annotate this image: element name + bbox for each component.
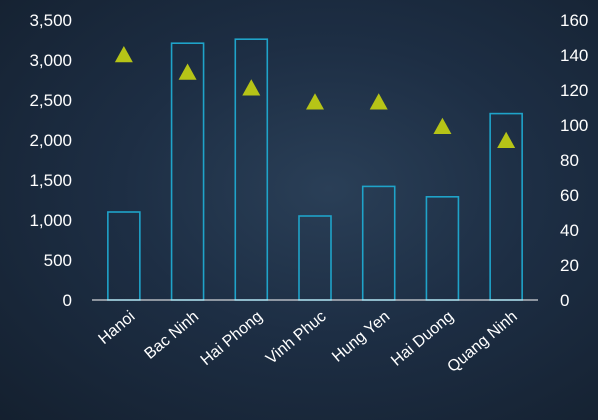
left-axis-tick-label: 3,500 [29, 11, 72, 30]
x-axis-category-label: Hung Yen [329, 308, 393, 366]
bar [170, 42, 205, 301]
x-axis-category-label: Hanoi [95, 308, 138, 348]
right-axis-tick-label: 20 [560, 256, 579, 275]
left-axis-tick-label: 2,500 [29, 91, 72, 110]
right-axis-tick-label: 140 [560, 46, 588, 65]
right-axis-tick-label: 40 [560, 221, 579, 240]
right-axis-tick-label: 160 [560, 11, 588, 30]
triangle-marker [497, 131, 516, 148]
triangle-marker [433, 117, 452, 134]
x-axis-category-label: Vinh Phuc [263, 308, 330, 368]
right-axis-tick-label: 0 [560, 291, 569, 310]
left-axis-tick-label: 2,000 [29, 131, 72, 150]
x-axis-category-label: Quang Ninh [444, 308, 520, 376]
bar [298, 215, 332, 301]
left-axis-tick-label: 0 [63, 291, 72, 310]
x-axis-category-label: Hai Phong [198, 308, 266, 369]
x-axis-category-label: Bac Ninh [141, 308, 202, 363]
left-axis-tick-labels: 0 500 1,000 1,500 2,000 2,500 3,000 3,500 [29, 11, 72, 310]
bar-series [107, 38, 523, 301]
triangle-marker [114, 46, 133, 63]
right-axis-tick-label: 60 [560, 186, 579, 205]
right-axis-tick-label: 100 [560, 116, 588, 135]
bar [361, 185, 396, 301]
bar [107, 211, 141, 301]
triangle-marker [242, 79, 261, 96]
left-axis-tick-label: 3,000 [29, 51, 72, 70]
marker-series [114, 46, 516, 148]
right-axis-tick-label: 80 [560, 151, 579, 170]
bar [425, 196, 460, 301]
right-axis-tick-labels: 0 20 40 60 80 100 120 140 160 [560, 11, 588, 310]
left-axis-tick-label: 500 [44, 251, 72, 270]
triangle-marker [178, 63, 197, 80]
left-axis-tick-label: 1,500 [29, 171, 72, 190]
right-axis-tick-label: 120 [560, 81, 588, 100]
triangle-marker [306, 93, 324, 110]
bar [234, 38, 269, 301]
left-axis-tick-label: 1,000 [29, 211, 72, 230]
triangle-marker [369, 93, 388, 110]
